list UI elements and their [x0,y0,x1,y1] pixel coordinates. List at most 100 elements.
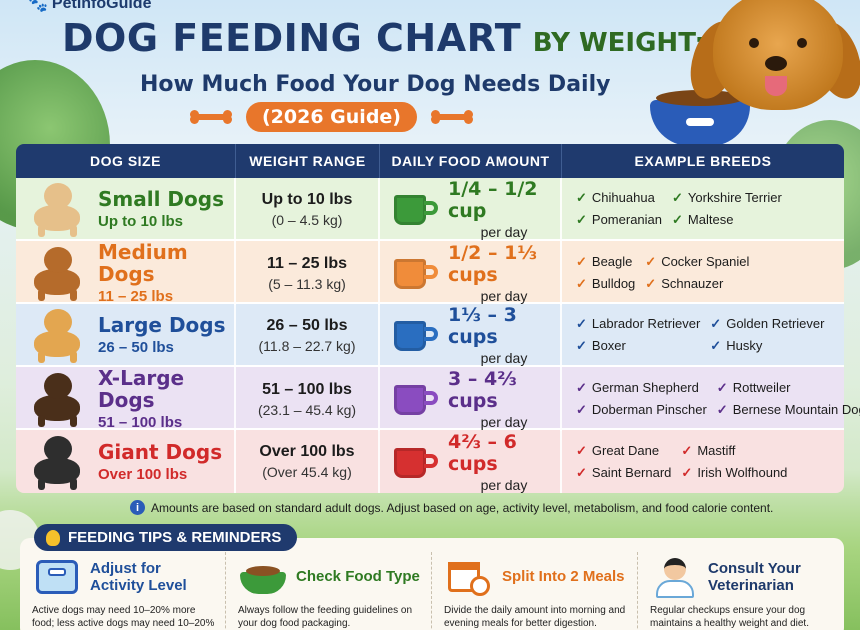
breed-name: Mastiff [697,442,736,458]
dog-size-name: Small Dogs [98,187,224,211]
tip-title: Split Into 2 Meals [502,568,625,586]
breed-item: ✓ Great Dane [576,443,671,459]
bone-icon [190,110,232,124]
breed-name: Beagle [591,254,633,269]
bone-icon [430,110,473,124]
tip-title: Consult Your Veterinarian [708,559,801,594]
daily-food-cell: 1⅓ – 3 cups per day [380,304,562,366]
food-amount: 4⅔ – 6 cups [448,430,517,475]
breed-name: Yorkshire Terrier [687,190,782,205]
weight-kg: (Over 45.4 kg) [262,464,352,480]
tips-heading: FEEDING TIPS & REMINDERS [34,524,298,551]
title-main: DOG FEEDING CHART [62,16,522,60]
daily-food-cell: 4⅔ – 6 cups per day [380,430,562,493]
guide-badge: (2026 Guide) [246,102,417,132]
checkmark-icon: ✓ [710,316,722,331]
checkmark-icon: ✓ [716,380,728,395]
example-breeds-cell: ✓ Great Dane ✓ Mastiff ✓ Saint Bernard ✓ Irish … [562,430,844,493]
breed-item: ✓ Cocker Spaniel [645,254,749,270]
measuring-cup-icon [392,191,438,227]
breed-name: Cocker Spaniel [661,254,750,269]
dog-size-range: 11 – 25 lbs [98,288,174,305]
weight-lbs: Up to 10 lbs [261,190,353,208]
breed-name: Maltese [687,212,734,227]
dog-size-name: Large Dogs [98,313,226,337]
weight-kg: (23.1 – 45.4 kg) [257,401,357,418]
checkmark-icon: ✓ [645,276,657,291]
breed-name: Great Dane [591,442,660,458]
brand-logo: 🐾 PetInfoGuide [28,0,151,14]
checkmark-icon: ✓ [576,338,587,353]
dog-size-range: 26 – 50 lbs [98,339,174,356]
breed-item: ✓ Rottweiler [717,380,860,396]
dog-size-cell: Giant Dogs Over 100 lbs [16,430,236,493]
breed-item: ✓ Bernese Mountain Dog [717,402,860,418]
checkmark-icon: ✓ [672,212,683,227]
breed-item: ✓ Saint Bernard [576,465,671,481]
breed-name: German Shepherd [591,380,699,395]
checkmark-icon: ✓ [576,316,587,331]
breed-item: ✓ Maltese [672,212,782,228]
measuring-cup-icon [392,381,438,417]
dog-icon [26,307,88,363]
dog-icon [26,181,88,237]
tip-title: Adjust for Activity Level [90,559,187,594]
breed-list: ✓ Labrador Retriever ✓ Golden Retriever ✓ Box… [576,316,824,354]
measuring-cup-icon [392,317,438,353]
footnote: i Amounts are based on standard adult do… [130,500,773,515]
dog-size-cell: X-Large Dogs 51 – 100 lbs [16,367,236,431]
breed-item: ✓ Mastiff [681,443,787,459]
breed-list: ✓ Beagle ✓ Cocker Spaniel ✓ Bulldog ✓ Schnauzer [576,254,749,292]
example-breeds-cell: ✓ Labrador Retriever ✓ Golden Retriever ✓ Box… [562,304,844,366]
tip-text: Always follow the feeding guidelines on … [238,605,412,629]
breed-item: ✓ Beagle [576,254,635,270]
breed-item: ✓ Boxer [576,338,700,354]
breed-name: Golden Retriever [726,316,825,331]
checkmark-icon: ✓ [576,254,587,269]
weight-kg: (5 – 11.3 kg) [268,275,346,292]
food-amount: 1⅓ – 3 cups [448,304,517,348]
example-breeds-cell: ✓ German Shepherd ✓ Rottweiler ✓ Doberman Pin… [562,367,860,431]
table-header: DOG SIZE WEIGHT RANGE DAILY FOOD AMOUNT … [16,144,844,178]
tip-card: Consult Your Veterinarian Regular checku… [638,552,844,630]
dog-size-cell: Large Dogs 26 – 50 lbs [16,304,236,366]
tip-card: Check Food Type Always follow the feedin… [226,552,432,630]
tip-title: Check Food Type [296,568,420,586]
golden-retriever-illustration [681,0,860,150]
dog-size-range: Over 100 lbs [98,465,188,483]
dog-icon [26,371,88,427]
calendar-clock-icon [444,556,494,598]
dog-size-name: Medium Dogs [98,240,188,286]
food-bowl-icon [238,556,288,598]
breed-list: ✓ German Shepherd ✓ Rottweiler ✓ Doberman Pin… [576,380,860,418]
tips-heading-label: FEEDING TIPS & REMINDERS [68,529,282,546]
food-amount: 1/2 – 1⅓ cups [448,242,537,286]
tip-card: Split Into 2 Meals Divide the daily amou… [432,552,638,630]
breed-item: ✓ Husky [710,338,824,354]
dog-icon [26,245,88,301]
checkmark-icon: ✓ [645,254,657,269]
breed-name: Rottweiler [732,380,791,395]
weight-lbs: Over 100 lbs [259,443,355,460]
measuring-cup-icon [392,444,438,480]
veterinarian-icon [650,556,700,598]
page-title: DOG FEEDING CHART BY WEIGHT: [62,16,705,60]
checkmark-icon: ✓ [576,276,587,291]
brand-name: PetInfoGuide [51,0,152,12]
dog-size-range: 51 – 100 lbs [98,414,183,431]
dog-size-cell: Medium Dogs 11 – 25 lbs [16,241,236,305]
checkmark-icon: ✓ [672,190,683,205]
breed-name: Boxer [591,338,626,353]
breed-name: Pomeranian [591,212,663,227]
food-amount: 3 – 4⅔ cups [448,368,517,412]
food-per-day: per day [480,350,528,366]
table-row-giant: Giant Dogs Over 100 lbs Over 100 lbs (Ov… [16,430,844,493]
column-header-dog-size: DOG SIZE [16,144,236,178]
table-row-xlarge: X-Large Dogs 51 – 100 lbs 51 – 100 lbs (… [16,367,860,431]
food-per-day: per day [480,414,528,430]
paw-icon: 🐾 [28,0,48,13]
breed-list: ✓ Chihuahua ✓ Yorkshire Terrier ✓ Pomeranian ✓… [576,190,782,228]
breed-item: ✓ Labrador Retriever [576,316,700,332]
scale-icon [32,556,82,598]
weight-range-cell: 26 – 50 lbs (11.8 – 22.7 kg) [236,304,380,366]
